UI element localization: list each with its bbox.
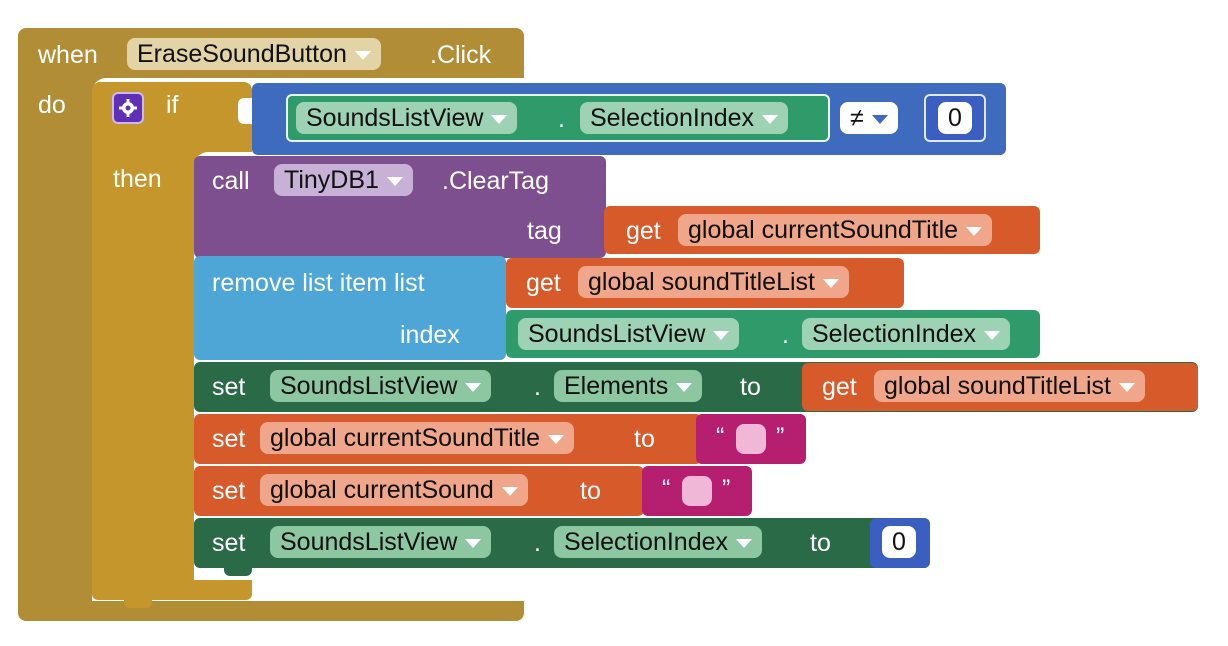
selectionindex-dot: . <box>534 529 541 557</box>
operator-label: ≠ <box>850 104 864 132</box>
empty-string-field[interactable] <box>682 476 712 506</box>
chevron-down-icon <box>465 538 482 548</box>
notch <box>124 600 152 608</box>
call-keyword: call <box>212 167 250 195</box>
sound-variable-label: global currentSound <box>270 476 494 504</box>
selectionindex-property-label: SelectionIndex <box>564 528 729 556</box>
currentsoundtitle-label: global currentSoundTitle <box>688 216 959 244</box>
elements-variable-dropdown[interactable]: global soundTitleList <box>874 370 1145 402</box>
index-dot: . <box>782 321 789 349</box>
chevron-down-icon <box>736 538 753 548</box>
event-component-label: EraseSoundButton <box>137 40 347 68</box>
chevron-down-icon <box>1119 382 1135 392</box>
sound-variable-dropdown[interactable]: global currentSound <box>260 474 528 506</box>
close-quote: ” <box>722 475 731 503</box>
cleartag-method: .ClearTag <box>442 167 549 195</box>
chevron-down-icon <box>762 114 779 124</box>
remove-list-item-block[interactable] <box>194 256 506 360</box>
chevron-down-icon <box>491 114 508 124</box>
if-bottom-bar <box>92 580 252 600</box>
index-property-dropdown[interactable]: SelectionIndex <box>802 318 1011 350</box>
index-label: index <box>400 321 460 349</box>
to-keyword: to <box>634 425 655 453</box>
to-keyword: to <box>580 477 601 505</box>
elements-variable-label: global soundTitleList <box>884 372 1111 400</box>
elements-property-dropdown[interactable]: Elements <box>554 370 703 402</box>
title-variable-dropdown[interactable]: global currentSoundTitle <box>260 422 575 454</box>
selectionindex-number-field[interactable]: 0 <box>882 526 916 558</box>
do-keyword: do <box>38 91 66 119</box>
to-keyword: to <box>740 373 761 401</box>
empty-string-field[interactable] <box>736 424 766 454</box>
chevron-down-icon <box>386 176 403 186</box>
condition-component-label: SoundsListView <box>306 104 484 132</box>
condition-component-dropdown[interactable]: SoundsListView <box>296 102 518 134</box>
set-keyword: set <box>212 477 246 505</box>
close-quote: ” <box>776 423 785 451</box>
condition-dot: . <box>558 105 565 133</box>
mutator-gear-icon[interactable] <box>112 92 144 124</box>
event-name: .Click <box>430 41 492 69</box>
chevron-down-icon <box>871 114 888 124</box>
selectionindex-component-dropdown[interactable]: SoundsListView <box>270 526 492 558</box>
chevron-down-icon <box>676 382 693 392</box>
chevron-down-icon <box>713 330 730 340</box>
soundtitlelist-dropdown[interactable]: global soundTitleList <box>578 266 849 298</box>
to-keyword: to <box>810 529 831 557</box>
chevron-down-icon <box>984 330 1001 340</box>
tinydb-component-dropdown[interactable]: TinyDB1 <box>274 164 413 196</box>
soundtitlelist-label: global soundTitleList <box>588 268 815 296</box>
selectionindex-component-label: SoundsListView <box>280 528 458 556</box>
condition-property-dropdown[interactable]: SelectionIndex <box>580 102 789 134</box>
notch <box>224 568 252 576</box>
elements-dot: . <box>534 373 541 401</box>
when-keyword: when <box>38 41 98 69</box>
chevron-down-icon <box>966 226 983 236</box>
get-keyword: get <box>526 269 561 297</box>
title-variable-label: global currentSoundTitle <box>270 424 541 452</box>
set-keyword: set <box>212 425 246 453</box>
tag-label: tag <box>527 217 562 245</box>
index-property-label: SelectionIndex <box>812 320 977 348</box>
if-keyword: if <box>166 91 179 119</box>
get-keyword: get <box>626 217 661 245</box>
operator-dropdown[interactable]: ≠ <box>840 102 898 134</box>
chevron-down-icon <box>465 382 482 392</box>
chevron-down-icon <box>501 486 518 496</box>
get-keyword: get <box>822 373 857 401</box>
tinydb-component-label: TinyDB1 <box>284 166 379 194</box>
chevron-down-icon <box>354 50 371 60</box>
elements-component-label: SoundsListView <box>280 372 458 400</box>
currentsoundtitle-dropdown[interactable]: global currentSoundTitle <box>678 214 993 246</box>
open-quote: “ <box>716 423 725 451</box>
then-keyword: then <box>113 165 162 193</box>
elements-property-label: Elements <box>564 372 669 400</box>
open-quote: “ <box>662 475 671 503</box>
selectionindex-property-dropdown[interactable]: SelectionIndex <box>554 526 763 558</box>
remove-list-item-label: remove list item list <box>212 269 425 297</box>
condition-number-field[interactable]: 0 <box>938 102 972 134</box>
index-component-dropdown[interactable]: SoundsListView <box>518 318 740 350</box>
event-component-dropdown[interactable]: EraseSoundButton <box>127 38 381 70</box>
condition-number-block[interactable] <box>924 94 986 142</box>
set-keyword: set <box>212 529 246 557</box>
elements-component-dropdown[interactable]: SoundsListView <box>270 370 492 402</box>
condition-property-label: SelectionIndex <box>590 104 755 132</box>
if-condition-socket <box>238 98 252 124</box>
chevron-down-icon <box>548 434 565 444</box>
chevron-down-icon <box>823 278 839 288</box>
index-component-label: SoundsListView <box>528 320 706 348</box>
set-keyword: set <box>212 373 246 401</box>
